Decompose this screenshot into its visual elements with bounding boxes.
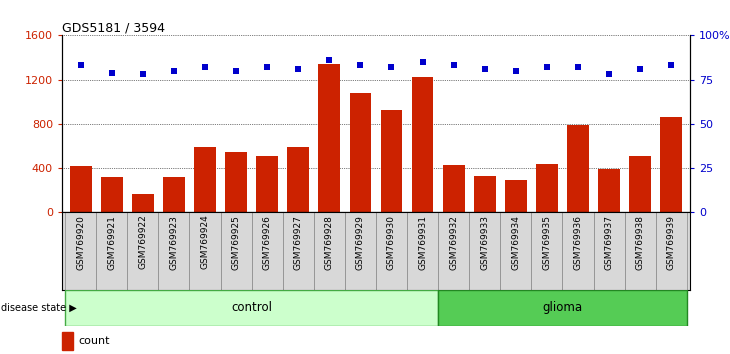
Bar [226, 152, 247, 212]
Bar [443, 165, 464, 212]
Bar [194, 147, 216, 212]
Bar [288, 147, 309, 212]
Point [230, 68, 242, 74]
Bar [132, 194, 154, 212]
Text: GSM769930: GSM769930 [387, 215, 396, 270]
Point [293, 66, 304, 72]
Bar [158, 212, 190, 290]
Bar [65, 290, 438, 326]
Text: GSM769924: GSM769924 [201, 215, 210, 269]
Bar [629, 156, 651, 212]
Point [168, 68, 180, 74]
Bar [661, 117, 682, 212]
Text: GSM769927: GSM769927 [293, 215, 303, 270]
Bar [127, 212, 158, 290]
Bar [412, 78, 434, 212]
Bar [220, 212, 252, 290]
Bar [625, 212, 656, 290]
Point [541, 64, 553, 70]
Point [603, 72, 615, 77]
Point [75, 63, 87, 68]
Text: GSM769929: GSM769929 [356, 215, 365, 270]
Bar [438, 290, 687, 326]
Text: glioma: glioma [542, 302, 583, 314]
Bar [256, 156, 278, 212]
Bar [474, 176, 496, 212]
Bar [283, 212, 314, 290]
Bar [438, 212, 469, 290]
Bar [562, 212, 593, 290]
Text: GDS5181 / 3594: GDS5181 / 3594 [62, 21, 165, 34]
Bar [531, 212, 562, 290]
Text: GSM769938: GSM769938 [636, 215, 645, 270]
Point [447, 63, 459, 68]
Point [106, 70, 118, 75]
Bar [96, 212, 127, 290]
Text: GSM769939: GSM769939 [666, 215, 676, 270]
Point [385, 64, 397, 70]
Point [634, 66, 646, 72]
Text: GSM769931: GSM769931 [418, 215, 427, 270]
Bar [500, 212, 531, 290]
Text: control: control [231, 302, 272, 314]
Text: GSM769934: GSM769934 [511, 215, 520, 270]
Point [510, 68, 522, 74]
Text: GSM769925: GSM769925 [231, 215, 241, 270]
Bar [656, 212, 687, 290]
Bar [101, 177, 123, 212]
Point [137, 72, 149, 77]
Text: GSM769921: GSM769921 [107, 215, 116, 270]
Text: disease state ▶: disease state ▶ [1, 303, 77, 313]
Text: GSM769933: GSM769933 [480, 215, 489, 270]
Bar [163, 177, 185, 212]
Bar [318, 64, 340, 212]
Bar [350, 93, 372, 212]
Point [323, 57, 335, 63]
Point [261, 64, 273, 70]
Bar [505, 180, 526, 212]
Bar [380, 109, 402, 212]
Bar [593, 212, 625, 290]
Text: count: count [78, 336, 110, 346]
Point [572, 64, 584, 70]
Bar [70, 166, 91, 212]
Bar [314, 212, 345, 290]
Point [479, 66, 491, 72]
Bar [567, 125, 589, 212]
Bar [345, 212, 376, 290]
Text: GSM769936: GSM769936 [574, 215, 583, 270]
Point [417, 59, 429, 65]
Text: GSM769922: GSM769922 [139, 215, 147, 269]
Text: GSM769926: GSM769926 [263, 215, 272, 270]
Text: GSM769928: GSM769928 [325, 215, 334, 270]
Bar [536, 164, 558, 212]
Bar [252, 212, 283, 290]
Text: GSM769932: GSM769932 [449, 215, 458, 270]
Text: GSM769923: GSM769923 [169, 215, 178, 270]
Bar [407, 212, 438, 290]
Point [199, 64, 211, 70]
Text: GSM769935: GSM769935 [542, 215, 551, 270]
Bar [65, 212, 96, 290]
Bar [598, 169, 620, 212]
Point [355, 63, 366, 68]
Bar [376, 212, 407, 290]
Text: GSM769920: GSM769920 [76, 215, 85, 270]
Bar [190, 212, 220, 290]
Point [665, 63, 677, 68]
Bar [62, 332, 73, 350]
Text: GSM769937: GSM769937 [604, 215, 613, 270]
Bar [469, 212, 500, 290]
